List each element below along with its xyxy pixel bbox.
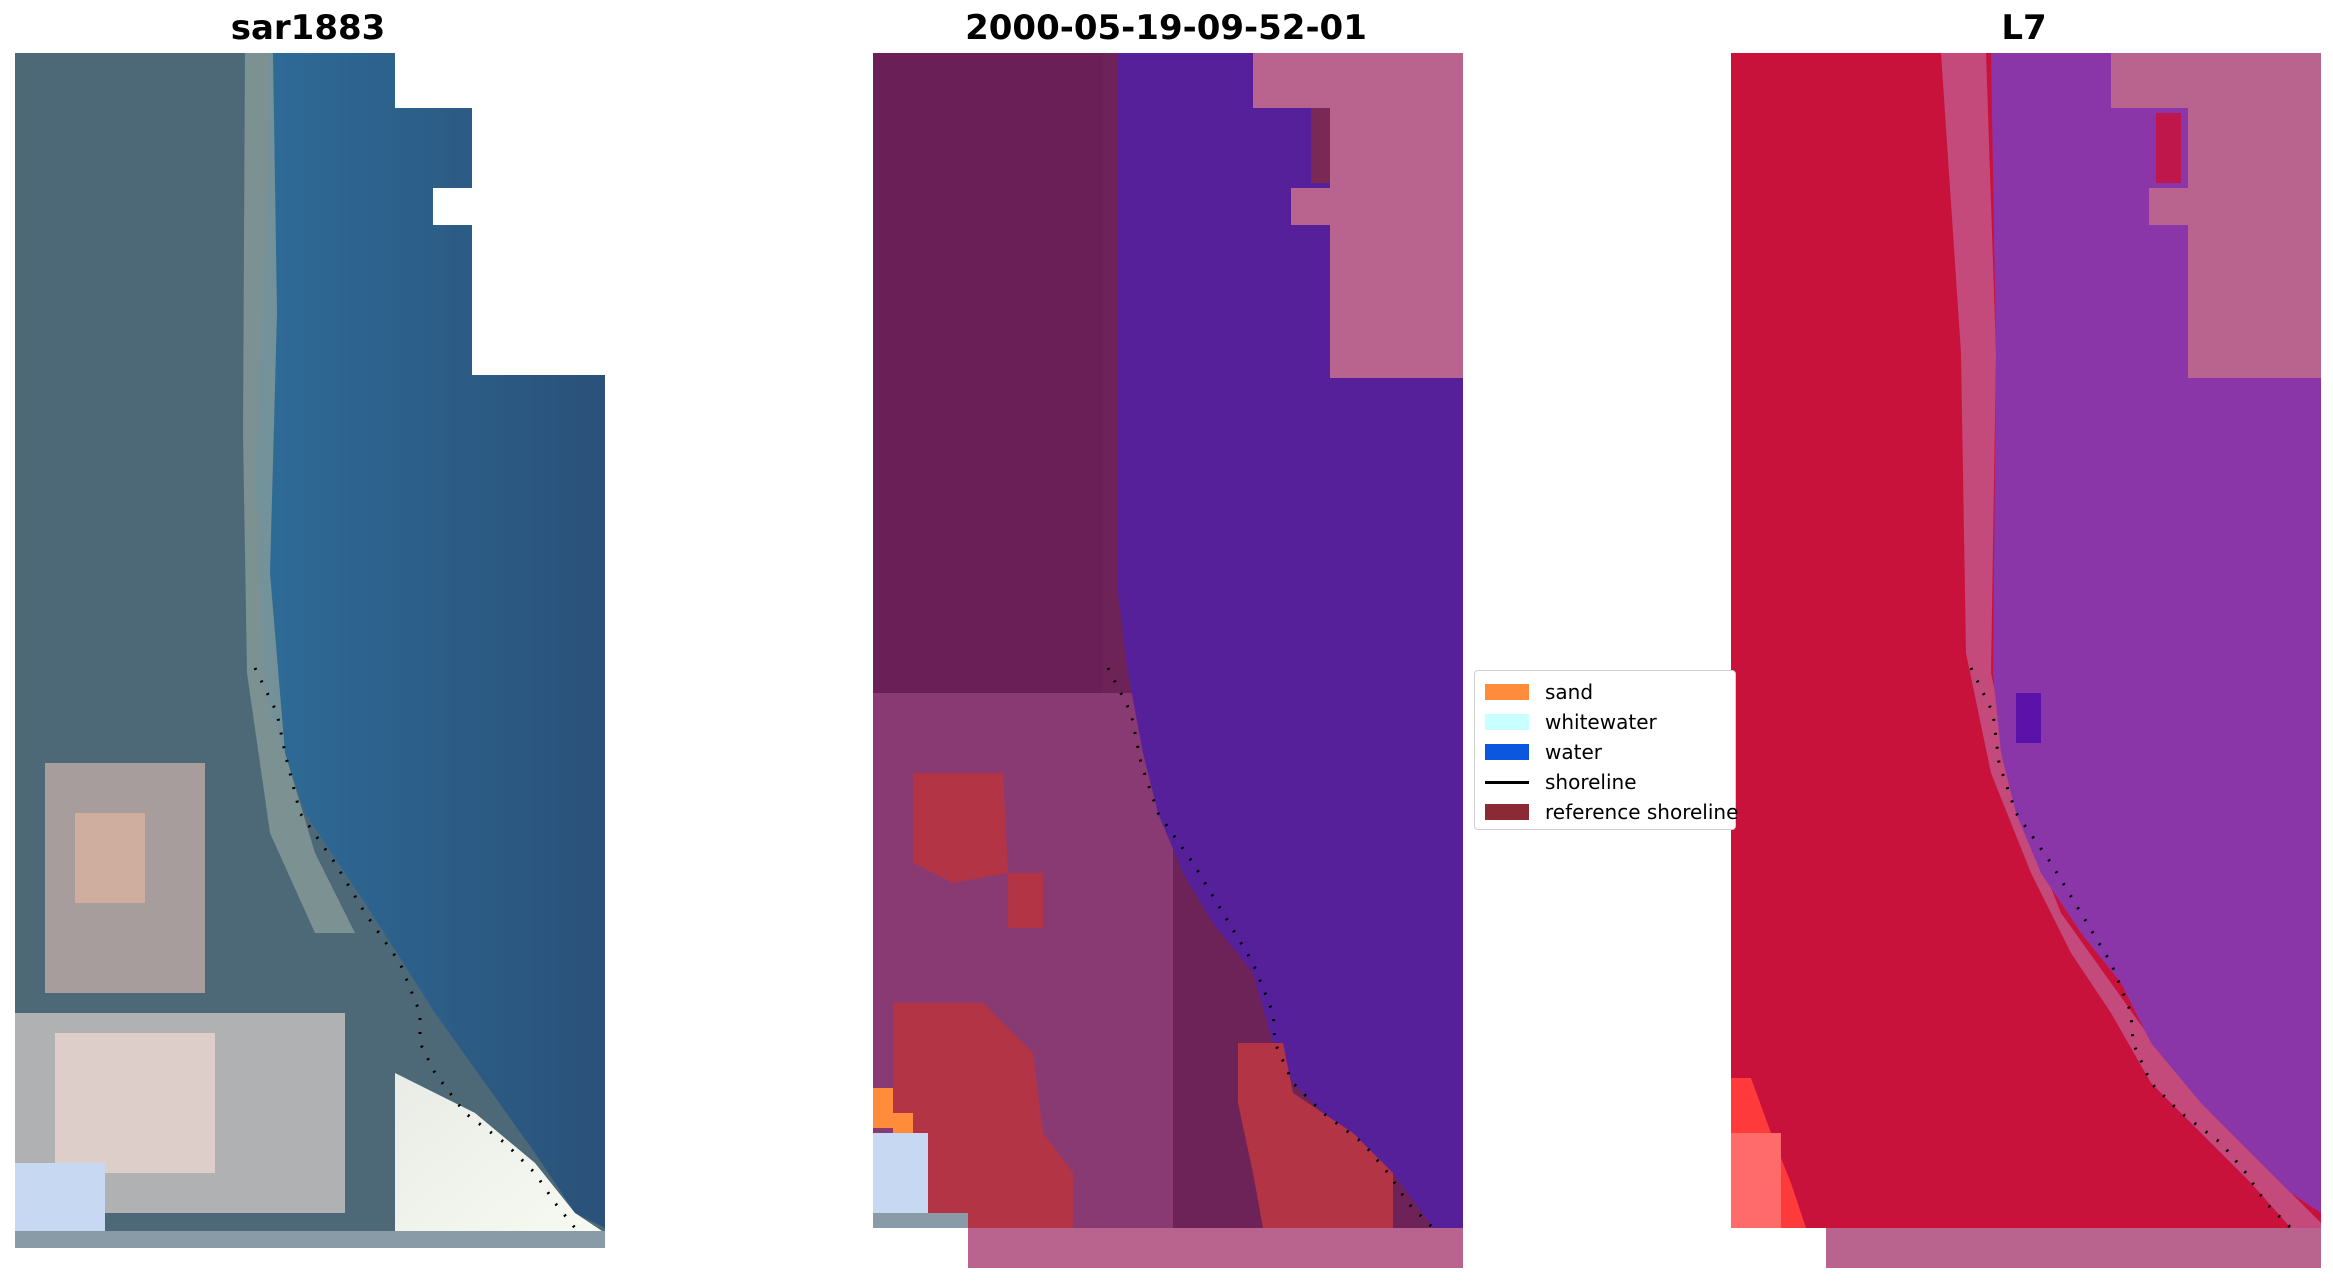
reference-shoreline-swatch [1485,804,1529,820]
legend-item-shoreline: shoreline [1485,767,1735,797]
legend-label: whitewater [1545,710,1657,734]
legend-item-reference-shoreline: reference shoreline [1485,797,1739,827]
legend-item-sand: sand [1485,677,1735,707]
legend-label: water [1545,740,1602,764]
false-color-water-region [1991,53,2321,1213]
classified-whitewater-patch [873,1133,928,1213]
sand-swatch [1485,684,1529,700]
classified-water-region [1118,53,1463,1228]
legend-item-water: water [1485,737,1735,767]
rgb-satellite-image [15,53,605,1248]
classified-sand-patch [873,1088,893,1128]
classified-red-patch [913,773,1008,883]
legend-label: reference shoreline [1545,800,1739,824]
shoreline-swatch [1485,780,1529,784]
classified-image [873,53,1463,1268]
whitewater-swatch [1485,714,1529,730]
legend: sand whitewater water shoreline referenc… [1474,670,1739,830]
legend-label: shoreline [1545,770,1637,794]
panel-title-rgb: sar1883 [230,8,386,48]
rgb-shore-strip [243,53,355,933]
panel-title-false-color: L7 [2001,8,2047,48]
panel-title-classified: 2000-05-19-09-52-01 [965,8,1367,48]
legend-label: sand [1545,680,1594,704]
water-swatch [1485,744,1529,760]
false-color-image [1731,53,2321,1268]
legend-item-whitewater: whitewater [1485,707,1735,737]
